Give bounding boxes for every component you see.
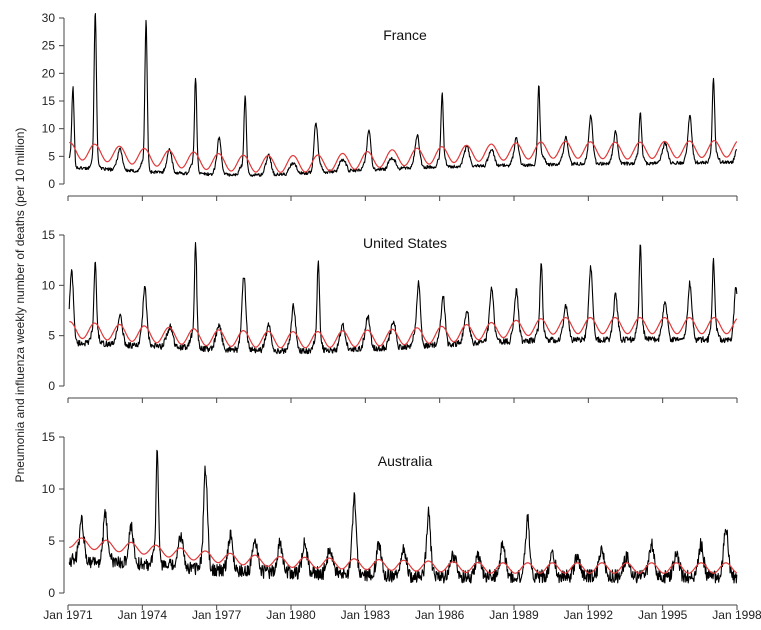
x-tick-label: Jan 1980 — [266, 608, 316, 622]
panels: 0 5 10 15 20 25 30 France 0 5 10 15 United States 0 5 1… — [42, 11, 738, 610]
y-tick-label: 10 — [42, 278, 56, 292]
y-tick-label: 15 — [42, 94, 56, 108]
panel-title: Australia — [378, 453, 433, 469]
y-tick-label: 0 — [48, 586, 55, 600]
y-tick-label: 10 — [42, 122, 56, 136]
x-tick-label: Jan 1983 — [341, 608, 391, 622]
x-tick-label: Jan 1974 — [118, 608, 168, 622]
y-tick-label: 0 — [48, 379, 55, 393]
y-tick-label: 30 — [42, 11, 56, 25]
panel-title: United States — [363, 235, 447, 251]
x-axis: Jan 1971 Jan 1974 Jan 1977 Jan 1980 Jan 1983… — [43, 608, 761, 622]
baseline-series-line — [69, 317, 738, 349]
y-tick-label: 10 — [42, 482, 56, 496]
y-tick-label: 5 — [48, 149, 55, 163]
panel-france: 0 5 10 15 20 25 30 France — [42, 11, 738, 201]
y-tick-label: 20 — [42, 66, 56, 80]
observed-series-line — [68, 13, 737, 178]
x-tick-label: Jan 1971 — [43, 608, 93, 622]
y-tick-label: 15 — [42, 228, 56, 242]
panel-australia: 0 5 10 15 Australia — [42, 430, 738, 610]
panel-title: France — [383, 27, 427, 43]
x-tick-label: Jan 1977 — [192, 608, 242, 622]
y-tick-label: 0 — [48, 177, 55, 191]
panel-united-states: 0 5 10 15 United States — [42, 228, 738, 403]
x-tick-label: Jan 1998 — [712, 608, 761, 622]
x-tick-label: Jan 1986 — [415, 608, 465, 622]
x-tick-label: Jan 1995 — [638, 608, 688, 622]
x-tick-label: Jan 1989 — [489, 608, 539, 622]
y-tick-label: 15 — [42, 430, 56, 444]
baseline-series-line — [69, 140, 738, 173]
y-axis-title: Pneumonia and influenza weekly number of… — [13, 128, 27, 483]
observed-series-line — [68, 449, 738, 584]
observed-series-line — [68, 242, 738, 355]
y-tick-label: 5 — [48, 329, 55, 343]
baseline-series-line — [69, 537, 738, 574]
y-tick-label: 25 — [42, 39, 56, 53]
x-tick-label: Jan 1992 — [564, 608, 614, 622]
y-tick-label: 5 — [48, 534, 55, 548]
